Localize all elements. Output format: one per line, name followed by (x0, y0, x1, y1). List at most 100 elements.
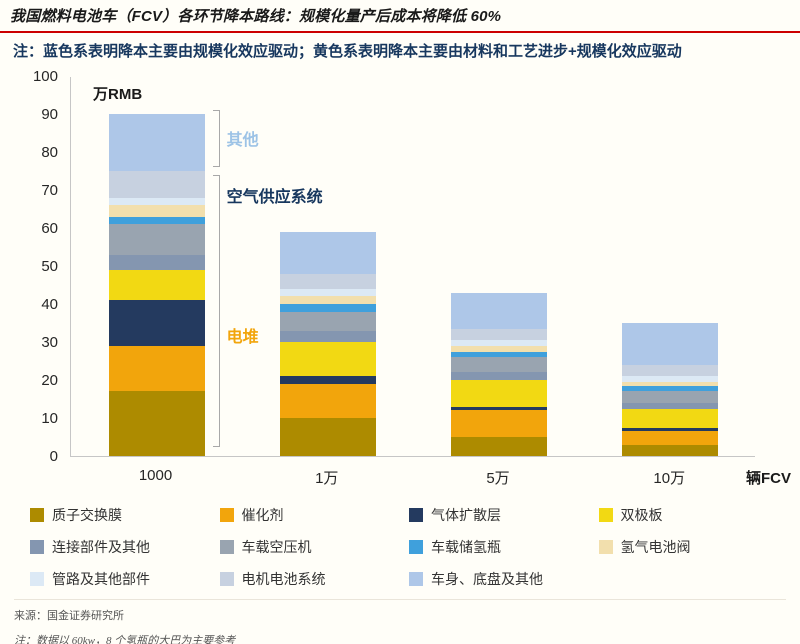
bar-segment-车载储氢瓶 (451, 351, 548, 358)
legend-item-气体扩散层: 气体扩散层 (409, 505, 591, 525)
y-tick-label: 20 (41, 372, 58, 389)
y-tick-label: 60 (41, 220, 58, 237)
y-tick-label: 90 (41, 106, 58, 123)
legend-label: 质子交换膜 (52, 507, 122, 523)
bar-segment-连接部件及其他 (451, 372, 548, 381)
stacked-bar-1万 (279, 231, 376, 456)
legend-swatch (219, 508, 234, 522)
stacked-bar-1000 (108, 114, 205, 456)
title-underline (0, 31, 800, 33)
stacked-bar-chart: 0 10 20 30 40 50 60 70 80 90 100 万RMB 其他 空气供应系统 电堆 辆… (0, 63, 800, 489)
annotation-bracket-2 (212, 174, 220, 447)
legend-label: 管路及其他部件 (52, 571, 150, 587)
legend-label: 车载空压机 (241, 539, 312, 555)
chart-title: 我国燃料电池车（FCV）各环节降本路线：规模化量产后成本将降低 60% (10, 8, 502, 25)
source-line: 来源：国金证券研究所 (14, 610, 124, 622)
bar-segment-车身、底盘及其他 (622, 323, 719, 365)
bar-segment-催化剂 (622, 431, 719, 445)
x-tick-label-1000: 1000 (138, 467, 173, 484)
bar-segment-气体扩散层 (622, 427, 719, 432)
x-tick-label-1万: 1万 (315, 470, 339, 487)
legend-item-车身、底盘及其他: 车身、底盘及其他 (409, 569, 591, 589)
bar-segment-氢气电池阀 (108, 205, 205, 217)
legend-label: 催化剂 (241, 507, 284, 523)
legend-swatch (219, 540, 234, 554)
bar-segment-催化剂 (451, 410, 548, 437)
bar-segment-管路及其他部件 (622, 376, 719, 382)
legend-item-氢气电池阀: 氢气电池阀 (598, 537, 781, 557)
legend-label: 车身、底盘及其他 (431, 571, 543, 587)
legend-item-电机电池系统: 电机电池系统 (219, 569, 402, 589)
bar-segment-车载空压机 (451, 357, 548, 373)
bar-segment-车载空压机 (622, 391, 719, 403)
bar-segment-连接部件及其他 (622, 402, 719, 409)
bar-segment-催化剂 (279, 383, 376, 418)
bar-segment-氢气电池阀 (451, 345, 548, 352)
legend-swatch (598, 508, 613, 522)
y-tick-label: 50 (41, 258, 58, 275)
bar-segment-气体扩散层 (451, 406, 548, 411)
bar-segment-氢气电池阀 (622, 381, 719, 386)
header: 我国燃料电池车（FCV）各环节降本路线：规模化量产后成本将降低 60% 注：蓝色… (0, 0, 800, 61)
bar-segment-车身、底盘及其他 (279, 231, 376, 274)
x-axis-labels: 辆FCV 1000 1万 5万 10万 (70, 463, 791, 489)
bar-segment-电机电池系统 (279, 273, 376, 289)
bar-segment-车载储氢瓶 (622, 385, 719, 392)
bar-segment-气体扩散层 (279, 376, 376, 384)
bar-segment-双极板 (622, 408, 719, 428)
bar-segment-质子交换膜 (451, 437, 548, 456)
bar-segment-管路及其他部件 (108, 197, 205, 206)
legend-swatch (409, 540, 423, 554)
legend-swatch (30, 508, 44, 522)
legend-label: 连接部件及其他 (52, 539, 150, 555)
legend-label: 双极板 (620, 507, 663, 523)
legend-swatch (409, 572, 423, 586)
legend-label: 氢气电池阀 (620, 539, 691, 555)
bar-segment-质子交换膜 (108, 391, 205, 456)
x-axis-unit-label: 辆FCV (746, 470, 792, 487)
bar-segment-双极板 (451, 380, 548, 407)
legend-swatch (219, 572, 234, 586)
bar-segment-质子交换膜 (622, 444, 719, 456)
bar-segment-氢气电池阀 (279, 296, 376, 305)
stacked-bar-10万 (622, 323, 719, 456)
annotation-air-supply: 空气供应系统 (226, 188, 323, 206)
legend-swatch (30, 572, 44, 586)
bar-segment-电机电池系统 (451, 328, 548, 341)
bar-segment-质子交换膜 (279, 418, 376, 456)
annotation-bracket-1 (212, 110, 220, 168)
legend-label: 车载储氢瓶 (431, 539, 501, 555)
legend-swatch (409, 508, 423, 522)
x-tick-label-5万: 5万 (486, 470, 510, 487)
bar-segment-催化剂 (108, 345, 205, 392)
legend-label: 气体扩散层 (431, 507, 501, 523)
x-tick-label-10万: 10万 (653, 470, 686, 487)
legend-item-管路及其他部件: 管路及其他部件 (30, 569, 212, 589)
bar-segment-车载储氢瓶 (108, 216, 205, 225)
annotation-stack: 电堆 (226, 329, 259, 347)
legend-item-双极板: 双极板 (598, 505, 781, 525)
bar-segment-车身、底盘及其他 (108, 114, 205, 172)
bar-segment-双极板 (279, 342, 376, 377)
bar-segment-车载空压机 (279, 311, 376, 331)
legend-label: 电机电池系统 (241, 571, 326, 587)
y-tick-label: 0 (49, 448, 58, 465)
bar-segment-电机电池系统 (108, 171, 205, 198)
y-tick-label: 40 (41, 296, 58, 313)
bar-segment-连接部件及其他 (108, 254, 205, 270)
legend-item-车载空压机: 车载空压机 (219, 537, 402, 557)
y-tick-label: 30 (41, 334, 58, 351)
y-tick-label: 80 (41, 144, 58, 161)
y-axis-ticks: 0 10 20 30 40 50 60 70 80 90 100 (0, 68, 58, 465)
y-axis-unit-label: 万RMB (93, 86, 143, 103)
y-tick-label: 100 (32, 68, 58, 85)
y-tick-label: 10 (41, 410, 58, 427)
chart-legend: 质子交换膜 催化剂 气体扩散层 双极板连接部件及其他 车载空压机 车载储氢瓶 氢气电池阀管路… (0, 489, 800, 589)
bar-segment-车载储氢瓶 (279, 304, 376, 312)
legend-item-催化剂: 催化剂 (219, 505, 402, 525)
stacked-bar-5万 (451, 292, 548, 456)
annotation-other: 其他 (226, 131, 259, 149)
plot-area: 万RMB 其他空气供应系统 电堆 (70, 77, 755, 457)
bar-segment-连接部件及其他 (279, 330, 376, 343)
